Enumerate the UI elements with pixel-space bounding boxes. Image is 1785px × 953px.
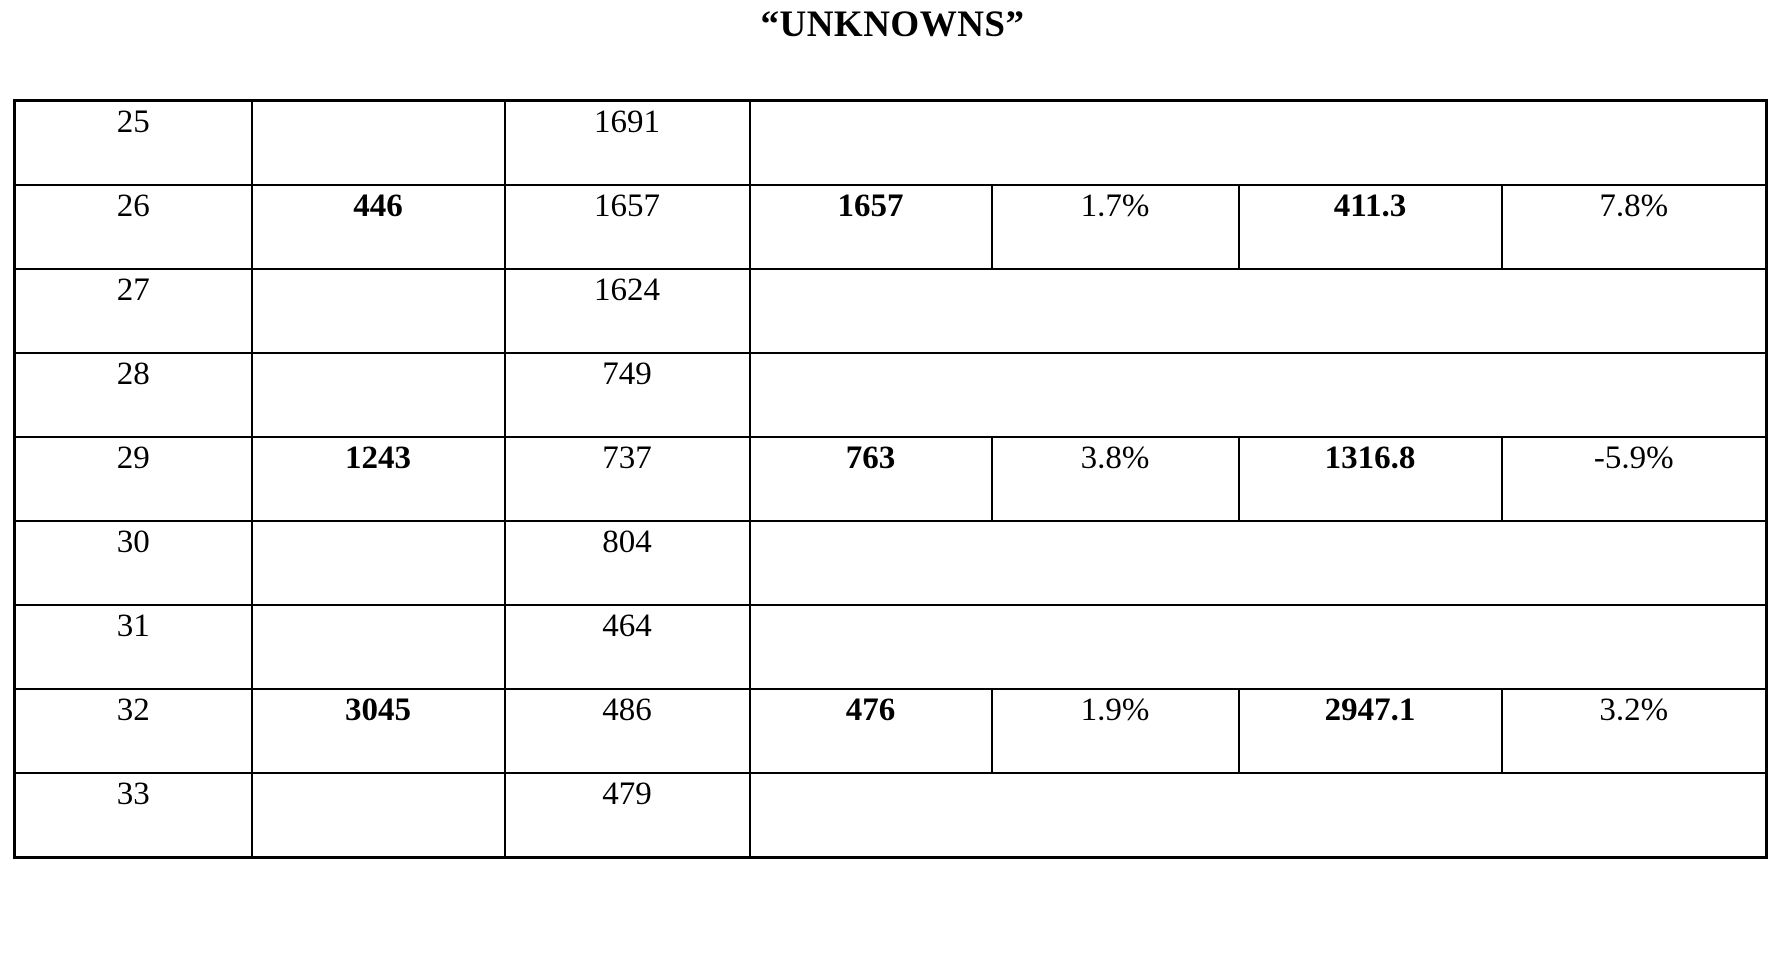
table-cell-r5-c2: 804 [505,521,750,605]
page-title: “UNKNOWNS” [0,2,1785,48]
table-cell-r8-c1 [252,773,505,858]
table-row: 3230454864761.9%2947.13.2% [15,689,1767,773]
table-cell-r4-c4: 3.8% [992,437,1239,521]
table-cell-r4-c6: -5.9% [1502,437,1767,521]
document-page: “UNKNOWNS” 25169126446165716571.7%411.37… [0,0,1785,953]
table-cell-r6-c2: 464 [505,605,750,689]
table-cell-r4-c3: 763 [750,437,992,521]
table-cell-r7-c3: 476 [750,689,992,773]
table-cell-r0-spanned-blank [750,101,1767,186]
table-cell-r4-c2: 737 [505,437,750,521]
table-row: 26446165716571.7%411.37.8% [15,185,1767,269]
table-cell-r3-c0: 28 [15,353,252,437]
table-cell-r0-c0: 25 [15,101,252,186]
table-cell-r4-c1: 1243 [252,437,505,521]
table-cell-r6-c1 [252,605,505,689]
table-cell-r1-c5: 411.3 [1239,185,1502,269]
table-cell-r1-c2: 1657 [505,185,750,269]
table-cell-r7-c6: 3.2% [1502,689,1767,773]
table-cell-r2-c1 [252,269,505,353]
table-cell-r5-spanned-blank [750,521,1767,605]
table-row: 33 479 [15,773,1767,858]
table-cell-r1-c3: 1657 [750,185,992,269]
data-table-container: 25169126446165716571.7%411.37.8%27162428… [13,99,1765,859]
table-cell-r0-c1 [252,101,505,186]
table-cell-r1-c0: 26 [15,185,252,269]
table-cell-r8-c0: 33 [15,773,252,858]
table-cell-r8-c2: 479 [505,773,750,858]
data-table: 25169126446165716571.7%411.37.8%27162428… [13,99,1768,859]
table-cell-r3-c2: 749 [505,353,750,437]
table-cell-r7-c1: 3045 [252,689,505,773]
table-cell-r1-c6: 7.8% [1502,185,1767,269]
table-cell-r7-c5: 2947.1 [1239,689,1502,773]
table-cell-r1-c4: 1.7% [992,185,1239,269]
table-cell-r0-c2: 1691 [505,101,750,186]
table-cell-r5-c0: 30 [15,521,252,605]
table-cell-r6-spanned-blank [750,605,1767,689]
table-cell-r3-c1 [252,353,505,437]
table-row: 25 1691 [15,101,1767,186]
table-row: 31 464 [15,605,1767,689]
table-cell-r4-c0: 29 [15,437,252,521]
table-cell-r3-spanned-blank [750,353,1767,437]
table-cell-r8-spanned-blank [750,773,1767,858]
table-cell-r2-c2: 1624 [505,269,750,353]
table-cell-r2-c0: 27 [15,269,252,353]
table-row: 27 1624 [15,269,1767,353]
table-cell-r7-c2: 486 [505,689,750,773]
table-cell-r5-c1 [252,521,505,605]
table-cell-r7-c0: 32 [15,689,252,773]
table-row: 30 804 [15,521,1767,605]
table-row: 28 749 [15,353,1767,437]
table-cell-r7-c4: 1.9% [992,689,1239,773]
table-cell-r2-spanned-blank [750,269,1767,353]
table-cell-r1-c1: 446 [252,185,505,269]
table-body: 25169126446165716571.7%411.37.8%27162428… [15,101,1767,858]
table-row: 2912437377633.8%1316.8-5.9% [15,437,1767,521]
table-cell-r4-c5: 1316.8 [1239,437,1502,521]
table-cell-r6-c0: 31 [15,605,252,689]
